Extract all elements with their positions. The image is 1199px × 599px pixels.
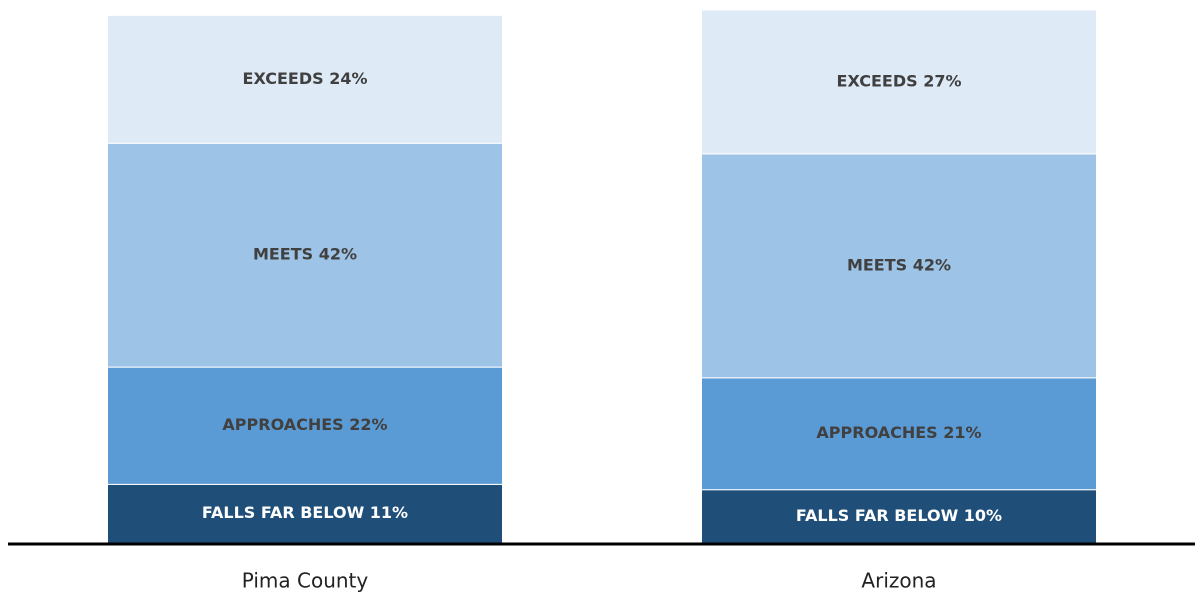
data-label: EXCEEDS 27% <box>837 71 962 90</box>
bar-segment <box>107 14 503 144</box>
x-tick-label: Arizona <box>861 569 936 593</box>
data-label: MEETS 42% <box>847 255 951 274</box>
data-label: FALLS FAR BELOW 11% <box>202 503 408 522</box>
data-label: FALLS FAR BELOW 10% <box>796 506 1002 525</box>
data-label: EXCEEDS 24% <box>243 69 368 88</box>
bar-segment <box>701 9 1097 155</box>
bar-segment <box>107 483 503 544</box>
data-label: APPROACHES 22% <box>222 415 387 434</box>
bar-segment <box>701 153 1097 379</box>
bar-segment <box>107 366 503 485</box>
x-tick-label: Pima County <box>242 569 369 593</box>
bar-segment <box>701 489 1097 544</box>
data-label: APPROACHES 21% <box>816 423 981 442</box>
bar-segment <box>701 377 1097 491</box>
data-label: MEETS 42% <box>253 245 357 264</box>
